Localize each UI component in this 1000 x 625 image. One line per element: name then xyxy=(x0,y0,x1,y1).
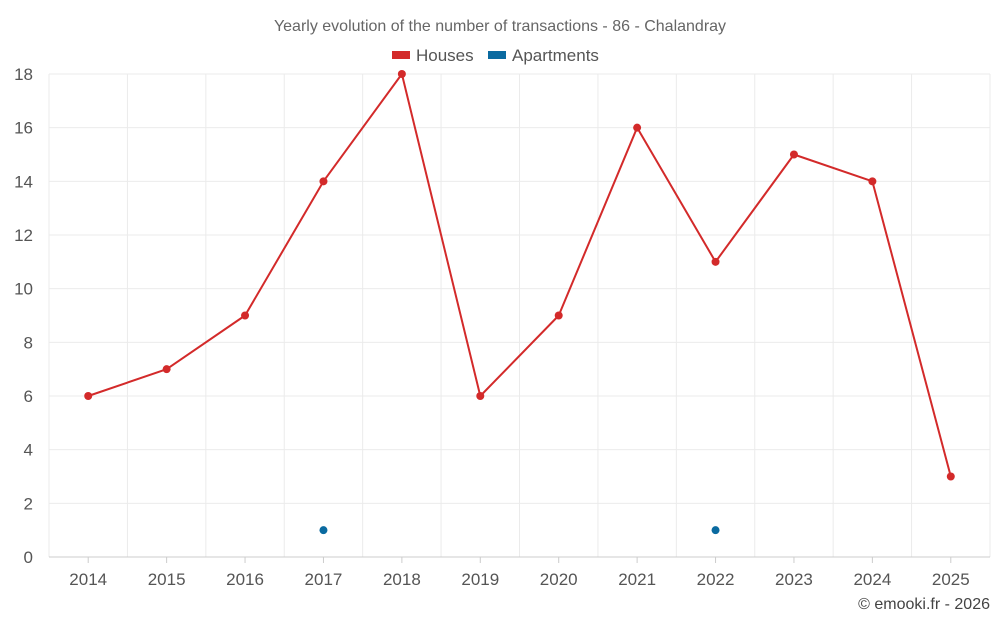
data-point-houses[interactable] xyxy=(319,177,328,186)
y-tick-label: 8 xyxy=(24,333,33,352)
y-tick-label: 6 xyxy=(24,387,33,406)
y-tick-label: 18 xyxy=(14,65,33,84)
data-point-houses[interactable] xyxy=(554,311,563,320)
series-houses xyxy=(84,70,955,481)
x-tick-label: 2014 xyxy=(69,570,107,589)
x-tick-label: 2017 xyxy=(305,570,343,589)
data-point-houses[interactable] xyxy=(633,123,642,132)
x-tick-label: 2023 xyxy=(775,570,813,589)
x-tick-label: 2025 xyxy=(932,570,970,589)
data-point-houses[interactable] xyxy=(946,472,955,481)
data-point-apartments[interactable] xyxy=(319,526,328,535)
x-tick-label: 2016 xyxy=(226,570,264,589)
chart-title: Yearly evolution of the number of transa… xyxy=(274,18,726,35)
x-tick-label: 2022 xyxy=(697,570,735,589)
legend-swatch-apartments xyxy=(488,51,506,59)
x-axis: 2014 2015 2016 2017 2018 2019 2020 2021 2022 2023… xyxy=(49,556,990,589)
legend: Houses Apartments xyxy=(392,46,599,65)
y-tick-label: 16 xyxy=(14,119,33,138)
x-tick-label: 2018 xyxy=(383,570,421,589)
legend-swatch-houses xyxy=(392,51,410,59)
data-point-houses[interactable] xyxy=(397,70,406,78)
series-layer xyxy=(84,70,955,535)
data-point-houses[interactable] xyxy=(84,392,93,400)
y-tick-label: 10 xyxy=(14,280,33,299)
data-point-houses[interactable] xyxy=(711,257,720,266)
legend-label-apartments: Apartments xyxy=(512,46,599,65)
data-point-houses[interactable] xyxy=(868,177,877,186)
data-point-apartments[interactable] xyxy=(711,526,720,535)
data-point-houses[interactable] xyxy=(476,392,485,400)
x-tick-label: 2024 xyxy=(853,570,891,589)
legend-item-houses[interactable]: Houses xyxy=(392,46,474,65)
legend-item-apartments[interactable]: Apartments xyxy=(488,46,599,65)
y-tick-label: 12 xyxy=(14,226,33,245)
y-tick-label: 4 xyxy=(24,441,33,460)
x-tick-label: 2020 xyxy=(540,570,578,589)
series-line-houses xyxy=(87,73,952,477)
data-point-houses[interactable] xyxy=(241,311,250,320)
y-axis: 0 2 4 6 8 10 12 14 16 18 xyxy=(14,65,33,567)
data-point-houses[interactable] xyxy=(162,365,171,374)
x-tick-label: 2019 xyxy=(461,570,499,589)
data-point-houses[interactable] xyxy=(789,150,798,159)
legend-label-houses: Houses xyxy=(416,46,474,65)
grid xyxy=(48,73,991,557)
y-tick-label: 14 xyxy=(14,172,33,191)
x-tick-label: 2015 xyxy=(148,570,186,589)
credit-text: © emooki.fr - 2026 xyxy=(858,596,990,613)
y-tick-label: 0 xyxy=(24,548,33,567)
series-apartments xyxy=(319,526,720,535)
y-tick-label: 2 xyxy=(24,494,33,513)
x-tick-label: 2021 xyxy=(618,570,656,589)
